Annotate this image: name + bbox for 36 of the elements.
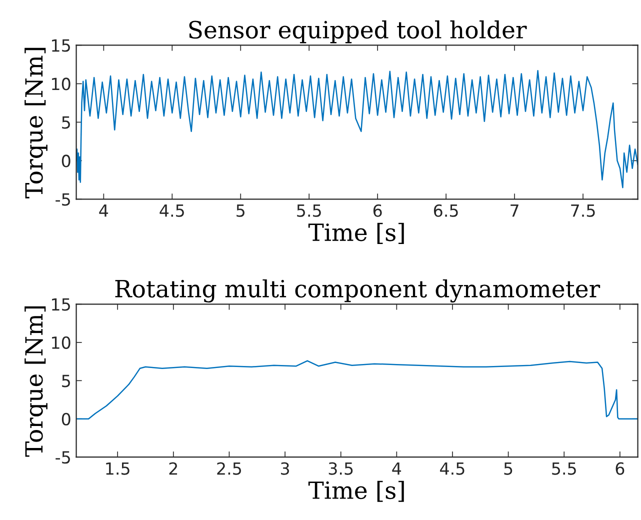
x-tick-label: 1.5	[106, 462, 130, 475]
chart-title: Sensor equipped tool holder	[189, 20, 527, 44]
y-tick-label: 15	[52, 298, 70, 311]
x-tick-label: 4.5	[160, 204, 184, 217]
line-series	[76, 70, 638, 188]
y-axis-title: Torque [Nm]	[24, 306, 48, 457]
x-tick-label: 5	[504, 462, 512, 475]
x-tick-label: 4	[392, 462, 402, 475]
x-tick-label: 4.5	[440, 462, 464, 475]
x-tick-label: 5	[236, 204, 244, 217]
y-tick-label: 0	[62, 412, 70, 426]
x-tick-label: 4	[99, 204, 108, 217]
x-tick-label: 5.5	[552, 462, 576, 475]
x-tick-label: 7.5	[571, 204, 595, 217]
y-tick-label: 5	[62, 374, 70, 388]
y-axis-title: Torque [Nm]	[24, 48, 48, 198]
x-tick-label: 5.5	[297, 204, 321, 217]
chart-title: Rotating multi component dynamometer	[115, 279, 600, 302]
x-tick-label: 6	[616, 462, 624, 475]
x-tick-label: 2	[169, 462, 178, 475]
y-tick-label: -5	[56, 451, 70, 464]
x-axis-title: Time [s]	[308, 222, 404, 244]
x-tick-label: 2.5	[217, 462, 242, 475]
x-tick-label: 6	[373, 204, 382, 217]
y-tick-label: 10	[52, 78, 70, 90]
y-tick-label: 10	[52, 336, 70, 349]
x-tick-label: 6.5	[434, 204, 458, 217]
y-tick-label: 15	[52, 39, 70, 52]
y-tick-label: 5	[62, 116, 70, 129]
y-tick-label: -5	[56, 193, 70, 206]
x-tick-label: 3.5	[328, 462, 353, 475]
x-tick-label: 3	[281, 462, 289, 475]
x-tick-label: 7	[510, 204, 518, 217]
y-tick-label: 0	[62, 154, 70, 168]
line-series	[76, 360, 638, 420]
x-axis-title: Time [s]	[308, 480, 404, 502]
